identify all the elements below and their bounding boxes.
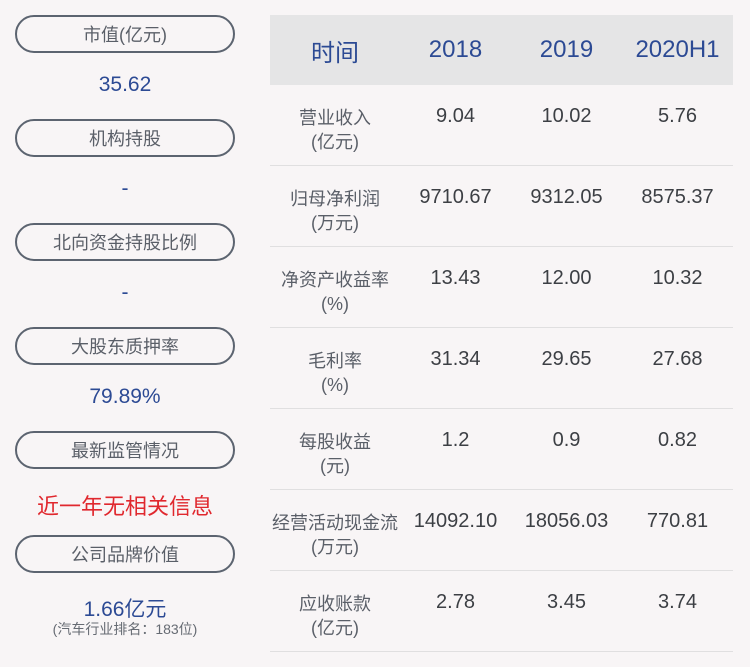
- institutional-holding-label: 机构持股: [15, 119, 235, 157]
- row-label: 经营活动现金流 (万元): [270, 490, 400, 559]
- cell-2020h1: 3.74: [658, 591, 697, 613]
- financial-table: 时间 2018 2019 2020H1 营业收入 (亿元) 9.04 10.02 …: [270, 15, 733, 652]
- row-unit: (万元): [311, 213, 359, 233]
- table-row: 每股收益 (元) 1.2 0.9 0.82: [270, 409, 733, 490]
- cell-2020h1: 8575.37: [641, 186, 714, 208]
- row-unit: (亿元): [311, 618, 359, 638]
- row-unit: (亿元): [311, 132, 359, 152]
- brand-value-label: 公司品牌价值: [15, 535, 235, 573]
- cell-2020h1: 0.82: [658, 429, 697, 451]
- row-label: 毛利率 (%): [270, 328, 400, 397]
- cell-2018: 1.2: [441, 429, 470, 451]
- row-name: 经营活动现金流: [272, 513, 398, 533]
- cell-2018: 14092.10: [413, 510, 498, 532]
- cell-2020h1: 10.32: [652, 267, 703, 289]
- brand-value-rank-note: (汽车行业排名：183位): [52, 621, 198, 637]
- table-header: 时间 2018 2019 2020H1: [270, 15, 733, 85]
- brand-value-value: 1.66亿元: [83, 598, 167, 621]
- regulatory-status-label: 最新监管情况: [15, 431, 235, 469]
- northbound-ratio-label: 北向资金持股比例: [15, 223, 235, 261]
- cell-2019: 10.02: [541, 105, 592, 127]
- cell-2018: 13.43: [430, 267, 481, 289]
- header-2019: 2019: [539, 36, 594, 63]
- cell-2019: 18056.03: [524, 510, 609, 532]
- header-2020h1: 2020H1: [635, 36, 720, 63]
- institutional-holding-value: -: [121, 177, 129, 200]
- cell-2019: 3.45: [547, 591, 586, 613]
- pledge-ratio-value: 79.89%: [89, 385, 161, 408]
- cell-2020h1: 770.81: [646, 510, 709, 532]
- row-name: 应收账款: [299, 594, 371, 614]
- table-row: 应收账款 (亿元) 2.78 3.45 3.74: [270, 571, 733, 652]
- cell-2019: 0.9: [552, 429, 581, 451]
- table-row: 经营活动现金流 (万元) 14092.10 18056.03 770.81: [270, 490, 733, 571]
- row-name: 毛利率: [308, 351, 362, 371]
- cell-2019: 9312.05: [530, 186, 603, 208]
- northbound-ratio-value: -: [121, 281, 129, 304]
- pledge-ratio-label: 大股东质押率: [15, 327, 235, 365]
- row-label: 每股收益 (元): [270, 409, 400, 478]
- cell-2018: 31.34: [430, 348, 481, 370]
- market-cap-value: 35.62: [98, 73, 152, 96]
- row-label: 净资产收益率 (%): [270, 247, 400, 316]
- cell-2020h1: 5.76: [658, 105, 697, 127]
- cell-2018: 9.04: [436, 105, 475, 127]
- row-name: 营业收入: [299, 108, 371, 128]
- cell-2019: 12.00: [541, 267, 592, 289]
- market-cap-label: 市值(亿元): [15, 15, 235, 53]
- row-unit: (万元): [311, 537, 359, 557]
- cell-2018: 2.78: [436, 591, 475, 613]
- row-unit: (%): [321, 375, 349, 395]
- table-row: 营业收入 (亿元) 9.04 10.02 5.76: [270, 85, 733, 166]
- row-name: 净资产收益率: [281, 270, 389, 290]
- table-row: 归母净利润 (万元) 9710.67 9312.05 8575.37: [270, 166, 733, 247]
- row-name: 归母净利润: [290, 189, 380, 209]
- header-2018: 2018: [428, 36, 483, 63]
- cell-2020h1: 27.68: [652, 348, 703, 370]
- cell-2018: 9710.67: [419, 186, 492, 208]
- row-unit: (%): [321, 294, 349, 314]
- row-name: 每股收益: [299, 432, 371, 452]
- row-label: 归母净利润 (万元): [270, 166, 400, 235]
- cell-2019: 29.65: [541, 348, 592, 370]
- row-unit: (元): [320, 456, 350, 476]
- row-label: 应收账款 (亿元): [270, 571, 400, 640]
- regulatory-status-value: 近一年无相关信息: [36, 494, 213, 519]
- row-label: 营业收入 (亿元): [270, 85, 400, 154]
- header-time: 时间: [311, 39, 359, 67]
- table-row: 净资产收益率 (%) 13.43 12.00 10.32: [270, 247, 733, 328]
- table-row: 毛利率 (%) 31.34 29.65 27.68: [270, 328, 733, 409]
